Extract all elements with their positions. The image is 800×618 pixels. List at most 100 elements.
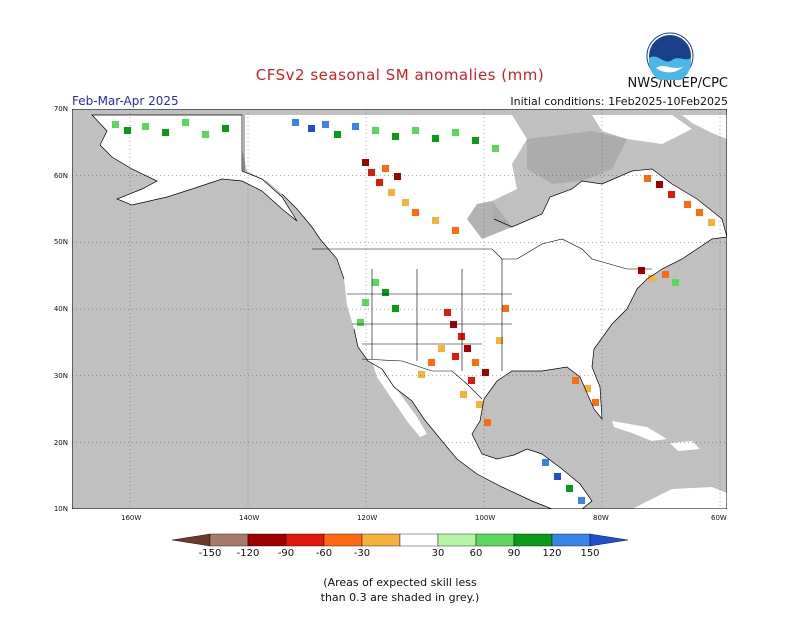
political-borders [243, 115, 652, 400]
colorbar-segment [361, 533, 401, 547]
lon-label: 80W [593, 514, 609, 522]
anomaly-cell [492, 145, 499, 152]
colorbar [172, 533, 628, 547]
anomaly-cell [578, 497, 585, 504]
map-title: CFSv2 seasonal SM anomalies (mm) [255, 66, 545, 84]
anomaly-cell [662, 271, 669, 278]
anomaly-cell [444, 309, 451, 316]
anomaly-cell [496, 337, 503, 344]
anomaly-cell [357, 319, 364, 326]
anomaly-cell [202, 131, 209, 138]
anomaly-cell [452, 353, 459, 360]
anomaly-cell [468, 377, 475, 384]
coastlines [91, 114, 727, 509]
anomaly-cell [452, 129, 459, 136]
anomaly-cell [222, 125, 229, 132]
anomaly-cell [388, 189, 395, 196]
colorbar-tick-label: 120 [542, 548, 562, 559]
anomaly-cell [684, 201, 691, 208]
anomaly-cell [472, 359, 479, 366]
colorbar-segment [437, 533, 477, 547]
anomaly-cell [438, 345, 445, 352]
anomaly-cell [382, 165, 389, 172]
anomaly-cell [412, 209, 419, 216]
anomaly-cell [182, 119, 189, 126]
colorbar-tick-label: -120 [236, 548, 260, 559]
anomaly-cell [668, 191, 675, 198]
anomaly-cell [142, 123, 149, 130]
anomaly-cell [292, 119, 299, 126]
colorbar-segment [399, 533, 439, 547]
anomaly-cell [472, 137, 479, 144]
graticule [72, 109, 727, 509]
anomaly-cell [638, 267, 645, 274]
anomaly-cell [592, 399, 599, 406]
anomaly-map [72, 109, 727, 509]
anomaly-cell [476, 401, 483, 408]
anomaly-cell [362, 299, 369, 306]
anomaly-cell [458, 333, 465, 340]
anomaly-cell [482, 369, 489, 376]
anomaly-cell [708, 219, 715, 226]
anomaly-cell [450, 321, 457, 328]
colorbar-segment [589, 533, 628, 547]
colorbar-tick-label: -90 [277, 548, 295, 559]
land-areas [92, 115, 727, 509]
lon-label: 120W [357, 514, 378, 522]
anomaly-cell [308, 125, 315, 132]
anomaly-cell [372, 279, 379, 286]
anomaly-cell [418, 371, 425, 378]
lon-label: 140W [239, 514, 260, 522]
anomaly-cell [382, 289, 389, 296]
lat-label: 10N [53, 505, 68, 514]
low-skill-areas [467, 131, 627, 239]
noaa-logo-icon [646, 32, 694, 80]
anomaly-cell [460, 391, 467, 398]
colorbar-segment [172, 533, 211, 547]
anomaly-cell [394, 173, 401, 180]
anomaly-cell [566, 485, 573, 492]
anomaly-cell [584, 385, 591, 392]
anomaly-cell [376, 179, 383, 186]
colorbar-segment [475, 533, 515, 547]
colorbar-tick-label: -30 [353, 548, 371, 559]
colorbar-tick-label: 150 [580, 548, 600, 559]
colorbar-segment [247, 533, 287, 547]
colorbar-tick-label: 60 [469, 548, 483, 559]
lat-label: 30N [53, 371, 68, 380]
anomaly-cell [484, 419, 491, 426]
lat-label: 70N [53, 105, 68, 113]
anomaly-cell [644, 175, 651, 182]
anomaly-cell [402, 199, 409, 206]
initial-conditions: Initial conditions: 1Feb2025-10Feb2025 [510, 95, 728, 108]
anomaly-cell [672, 279, 679, 286]
colorbar-segment [551, 533, 591, 547]
anomaly-cell [656, 181, 663, 188]
colorbar-tick-label: -60 [315, 548, 333, 559]
anomaly-cell [322, 121, 329, 128]
colorbar-tick-label: 30 [431, 548, 445, 559]
anomaly-cell [124, 127, 131, 134]
lat-label: 40N [53, 305, 68, 314]
anomaly-cell [428, 359, 435, 366]
lon-label: 60W [711, 514, 727, 522]
anomaly-cell [362, 159, 369, 166]
anomaly-cell [162, 129, 169, 136]
anomaly-cell [464, 345, 471, 352]
colorbar-segment [285, 533, 325, 547]
anomaly-cell [432, 217, 439, 224]
anomaly-cell [112, 121, 119, 128]
anomaly-cell [432, 135, 439, 142]
anomaly-cell [452, 227, 459, 234]
anomaly-cell [368, 169, 375, 176]
skill-note-line2: than 0.3 are shaded in grey.) [320, 591, 480, 604]
lat-label: 60N [53, 171, 68, 180]
lon-label: 100W [475, 514, 496, 522]
anomaly-cells [112, 119, 715, 504]
anomaly-cell [412, 127, 419, 134]
anomaly-cell [554, 473, 561, 480]
anomaly-cell [648, 275, 655, 282]
anomaly-cell [572, 377, 579, 384]
lat-label: 20N [53, 438, 68, 447]
anomaly-cell [352, 123, 359, 130]
